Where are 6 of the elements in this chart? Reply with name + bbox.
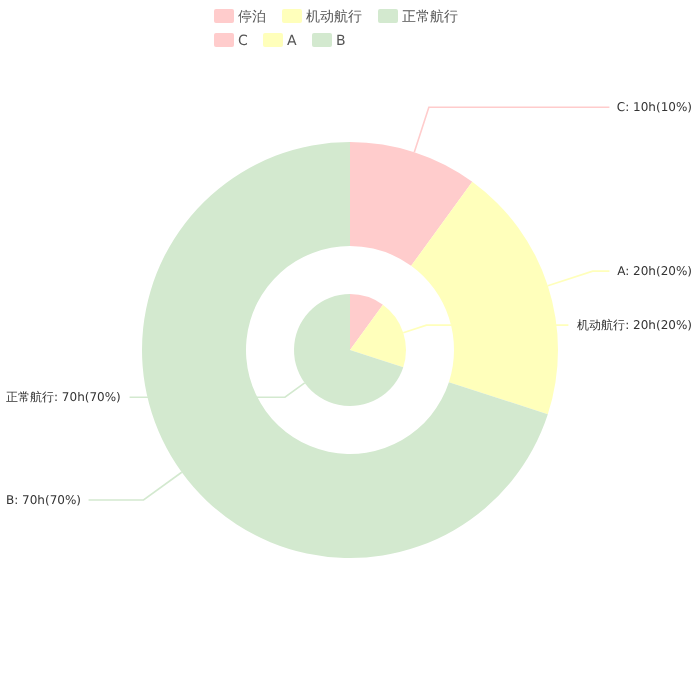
pie-slice — [350, 294, 383, 350]
donut-slice — [142, 142, 548, 558]
pie-slice — [294, 294, 404, 406]
donut-slice — [411, 181, 558, 415]
pie-slice — [350, 304, 406, 368]
donut-slice — [350, 142, 473, 266]
